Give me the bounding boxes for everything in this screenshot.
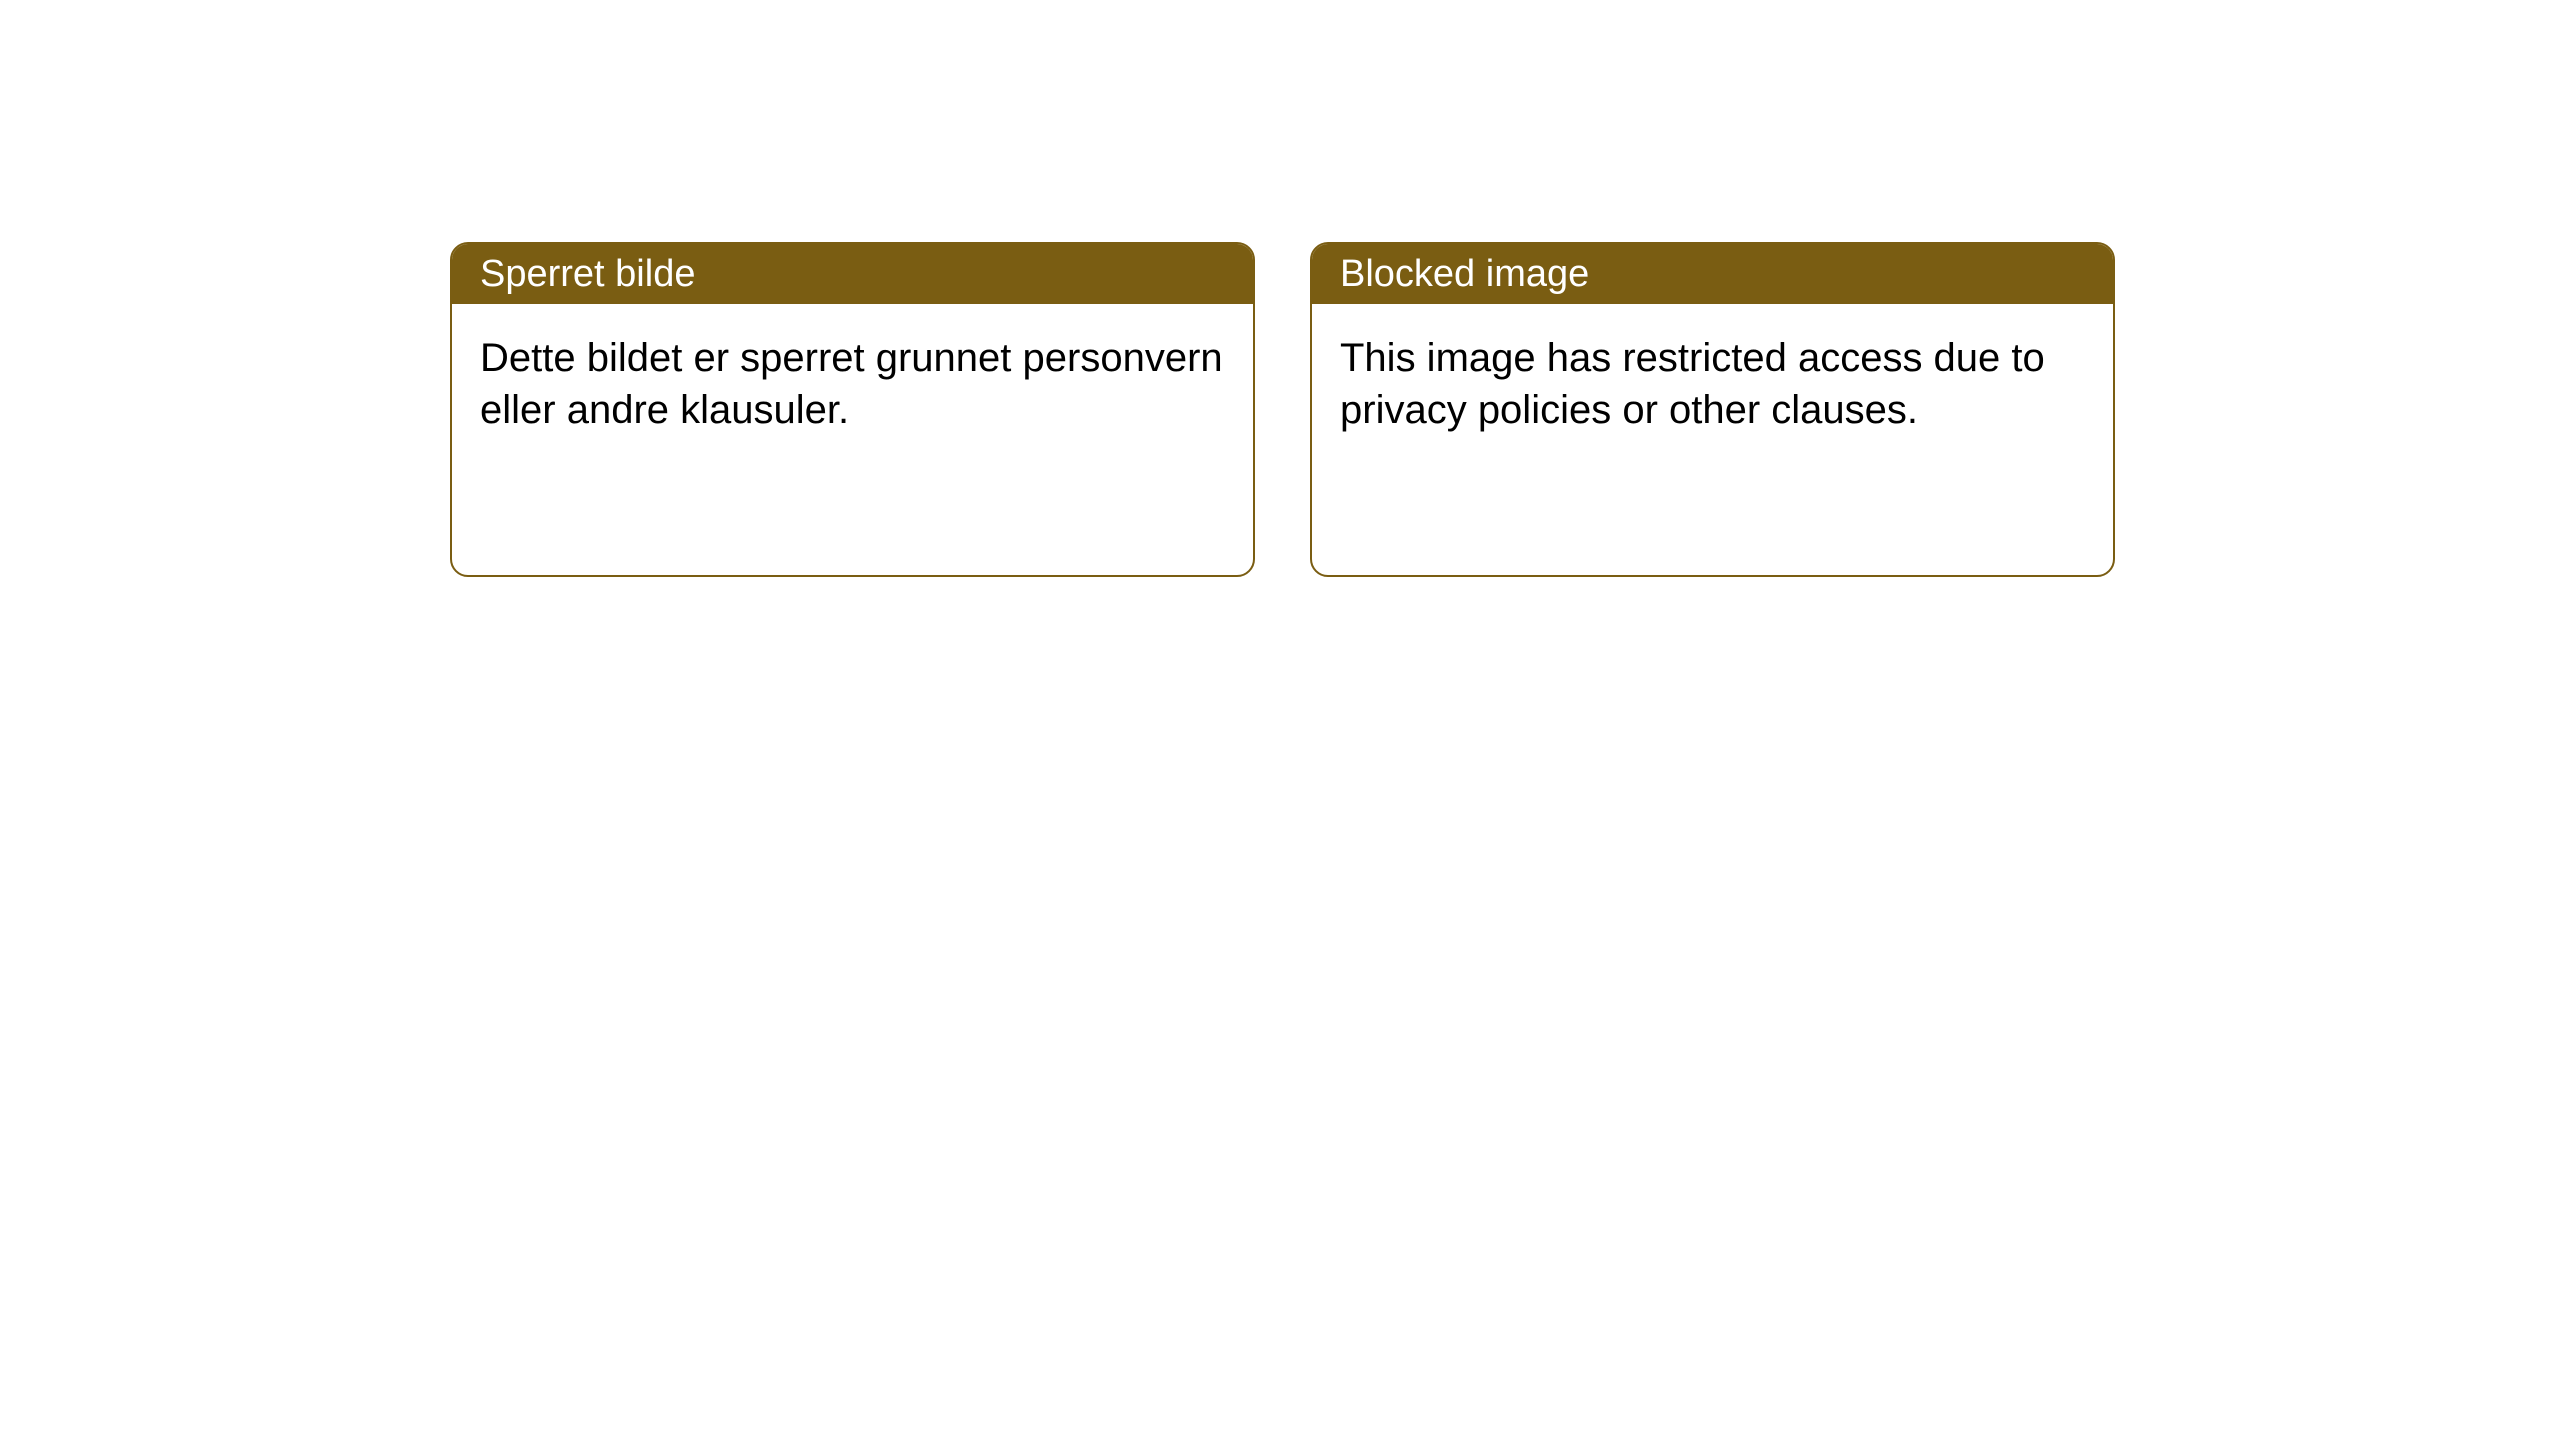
notice-title-english: Blocked image [1340, 253, 1589, 296]
notice-text-norwegian: Dette bildet er sperret grunnet personve… [480, 336, 1223, 432]
notice-body-english: This image has restricted access due to … [1312, 304, 2113, 464]
notice-title-norwegian: Sperret bilde [480, 253, 695, 296]
notice-card-norwegian: Sperret bilde Dette bildet er sperret gr… [450, 242, 1255, 577]
notice-text-english: This image has restricted access due to … [1340, 336, 2045, 432]
notice-header-norwegian: Sperret bilde [452, 244, 1253, 304]
notice-header-english: Blocked image [1312, 244, 2113, 304]
notice-card-english: Blocked image This image has restricted … [1310, 242, 2115, 577]
notice-body-norwegian: Dette bildet er sperret grunnet personve… [452, 304, 1253, 464]
notice-container: Sperret bilde Dette bildet er sperret gr… [450, 242, 2115, 577]
